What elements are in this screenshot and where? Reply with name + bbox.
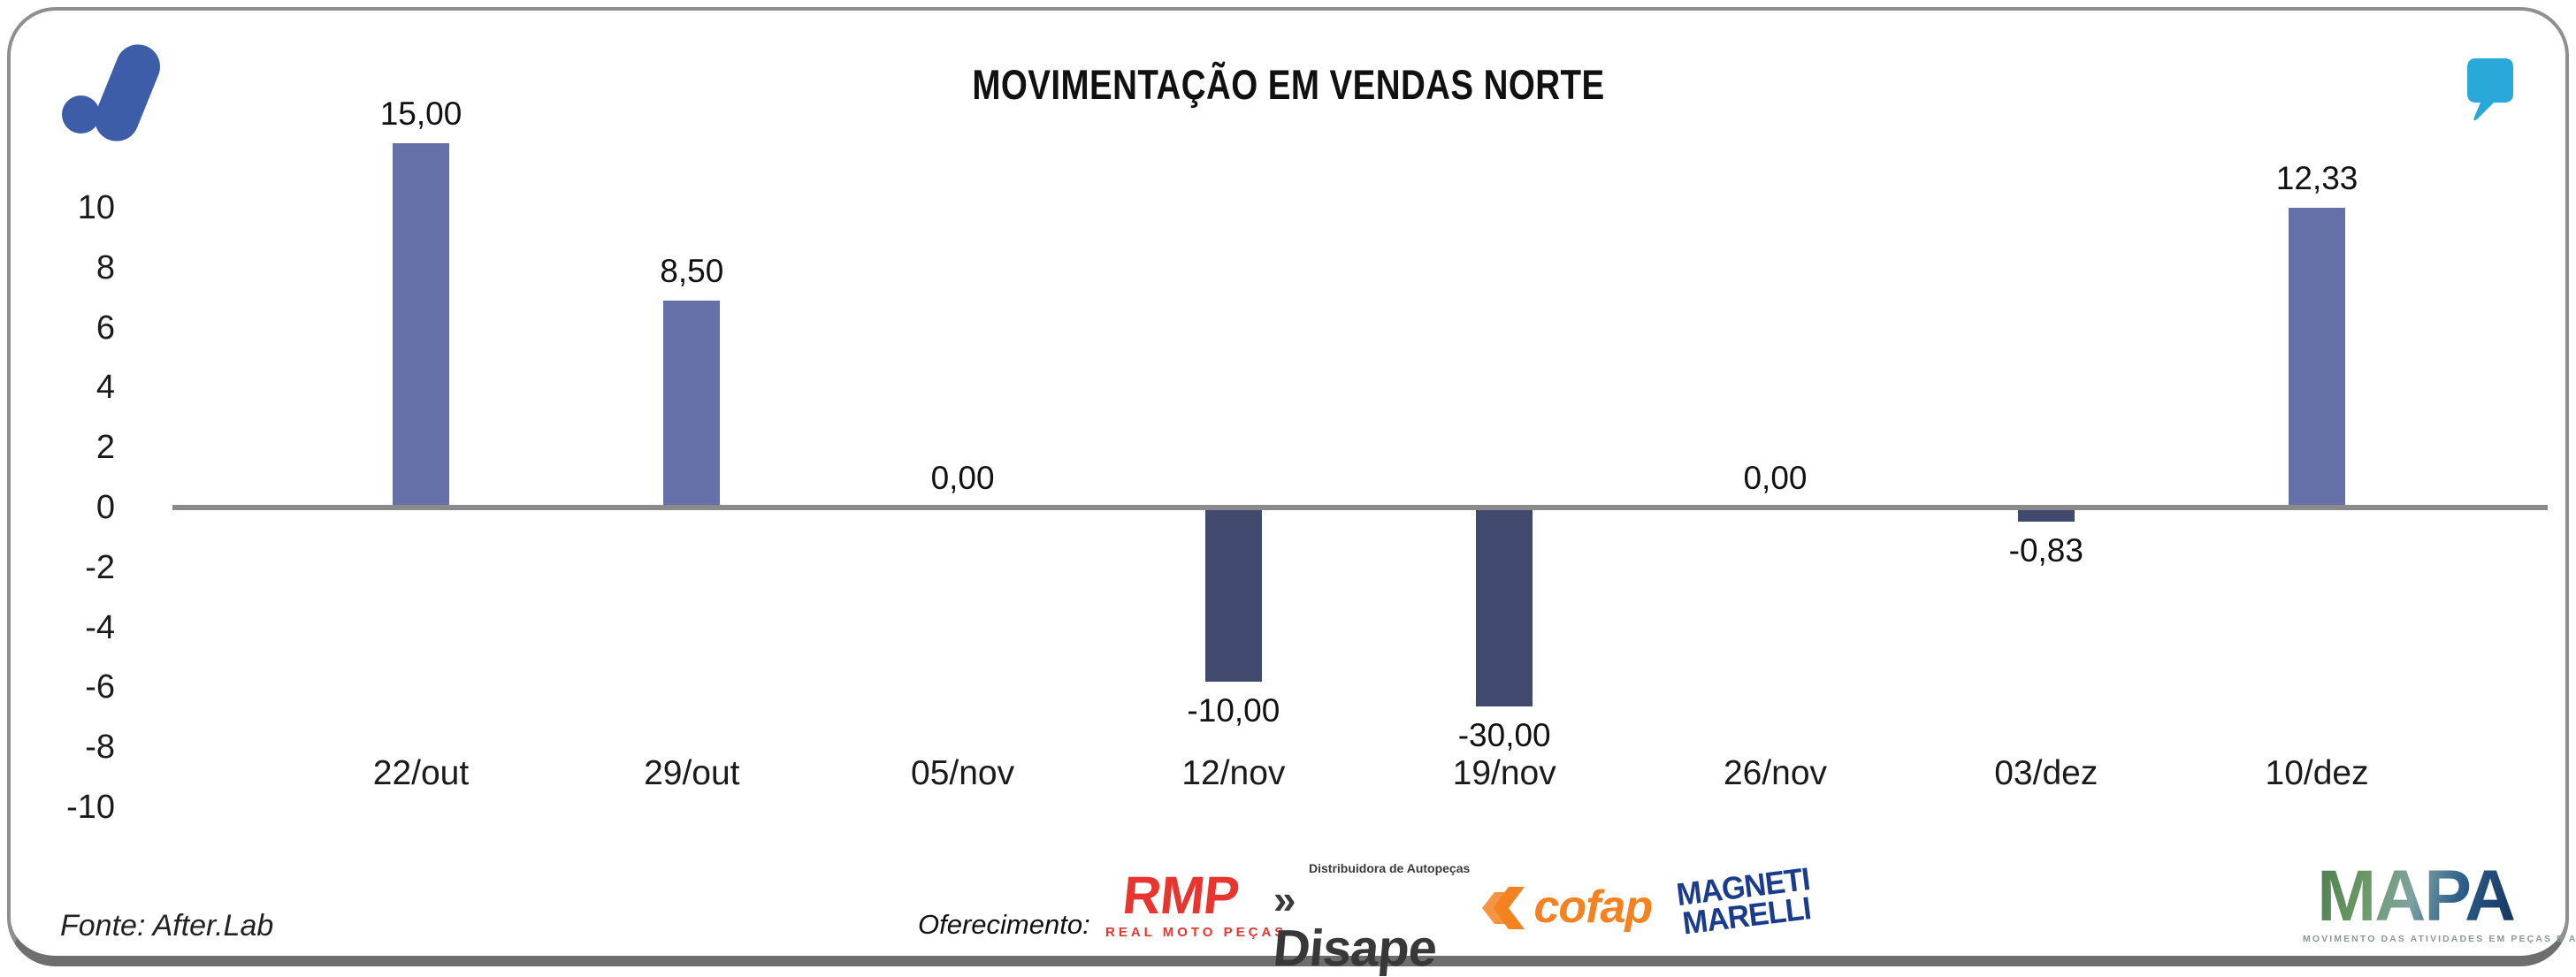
bar-value-label: 0,00 xyxy=(1743,460,1808,496)
y-axis-tick-label: -4 xyxy=(85,608,115,646)
x-axis-label: 12/nov xyxy=(1181,754,1286,792)
y-axis-tick-label: -6 xyxy=(85,668,115,706)
y-axis-tick-label: -2 xyxy=(85,548,115,586)
bar-value-label: 12,33 xyxy=(2275,159,2358,196)
sponsor-logo-cofap: cofap xyxy=(1479,884,1664,930)
bar xyxy=(663,301,721,508)
bar xyxy=(2017,508,2075,523)
sponsor-logo-rmp: RMP REAL MOTO PEÇAS xyxy=(1105,866,1288,940)
y-axis-tick-label: 0 xyxy=(96,489,115,526)
bar-value-label: 8,50 xyxy=(660,253,724,290)
mapa-logo: MAPA MOVIMENTO DAS ATIVIDADES EM PEÇAS E… xyxy=(2303,856,2576,945)
y-axis-tick-label: -10 xyxy=(66,789,115,826)
disape-subtitle: Distribuidora de Autopeças xyxy=(1309,861,1471,875)
bar xyxy=(2289,207,2346,508)
x-axis-label: 03/dez xyxy=(1994,754,2098,792)
zero-axis-line xyxy=(172,505,2548,510)
bar xyxy=(393,142,449,508)
y-axis-tick-label: -8 xyxy=(85,729,115,767)
x-axis-label: 22/out xyxy=(372,754,470,792)
afterlab-logo-icon xyxy=(57,37,180,149)
x-axis-label: 26/nov xyxy=(1723,754,1828,792)
x-axis-label: 29/out xyxy=(644,754,740,792)
disape-chevrons-icon: » xyxy=(1273,876,1296,922)
source-note: Fonte: After.Lab xyxy=(60,909,274,943)
mapa-wordmark: MAPA xyxy=(2317,856,2517,936)
disape-wordmark: Disape xyxy=(1271,920,1440,977)
bar-value-label: 15,00 xyxy=(379,95,462,132)
x-axis-label: 05/nov xyxy=(911,754,1015,792)
bar xyxy=(1476,508,1533,706)
rmp-wordmark: RMP xyxy=(1120,866,1242,925)
logo-dot xyxy=(62,95,100,134)
rmp-subtitle: REAL MOTO PEÇAS xyxy=(1105,925,1288,940)
bar xyxy=(1204,508,1262,682)
chart-title: MOVIMENTAÇÃO EM VENDAS NORTE xyxy=(971,61,1605,108)
bar-value-label: -10,00 xyxy=(1187,692,1280,729)
y-axis-tick-label: 8 xyxy=(96,248,115,286)
chart-card: MOVIMENTAÇÃO EM VENDAS NORTE 10 8 6 4 2 0 -2 -4… xyxy=(7,7,2576,977)
y-axis-tick-label: 6 xyxy=(96,309,115,347)
bar-value-label: -30,00 xyxy=(1457,717,1551,753)
bar-value-label: -0,83 xyxy=(2008,532,2083,569)
bar-value-label: 0,00 xyxy=(930,460,995,496)
cofap-chevron-icon xyxy=(1482,887,1525,929)
sponsor-logo-disape: Distribuidora de Autopeças »Disape xyxy=(1271,861,1471,977)
sponsor-label: Oferecimento: xyxy=(918,909,1090,940)
x-axis-label: 19/nov xyxy=(1452,754,1556,792)
y-axis-tick-label: 4 xyxy=(96,369,115,407)
x-axis-label: 10/dez xyxy=(2265,754,2369,792)
cofap-wordmark: cofap xyxy=(1533,882,1653,933)
y-axis-tick-label: 2 xyxy=(96,429,115,467)
quote-icon xyxy=(2467,58,2513,121)
mapa-subtitle: MOVIMENTO DAS ATIVIDADES EM PEÇAS E ACES… xyxy=(2303,934,2576,944)
y-axis-tick-label: 10 xyxy=(77,189,115,226)
bar-chart: 10 8 6 4 2 0 -2 -4 -6 -8 -10 15,00 22/out 8,50 29/out 0… xyxy=(11,11,2565,956)
